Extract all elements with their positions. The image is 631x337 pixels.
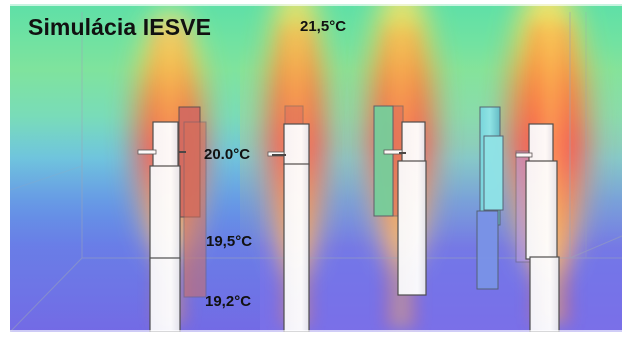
top-temperature-label: 21,5°C <box>300 18 347 35</box>
lower-temperature-label: 19,2°C <box>205 293 252 310</box>
upper-temperature-label: 20.0°C <box>204 146 251 163</box>
title-label: Simulácia IESVE <box>28 14 212 40</box>
thermal-simulation-image <box>10 4 622 332</box>
simulation-frame: Simulácia IESVE 21,5°C 20.0°C 19,5°C 19,… <box>10 4 622 332</box>
middle-temperature-label: 19,5°C <box>206 233 253 250</box>
